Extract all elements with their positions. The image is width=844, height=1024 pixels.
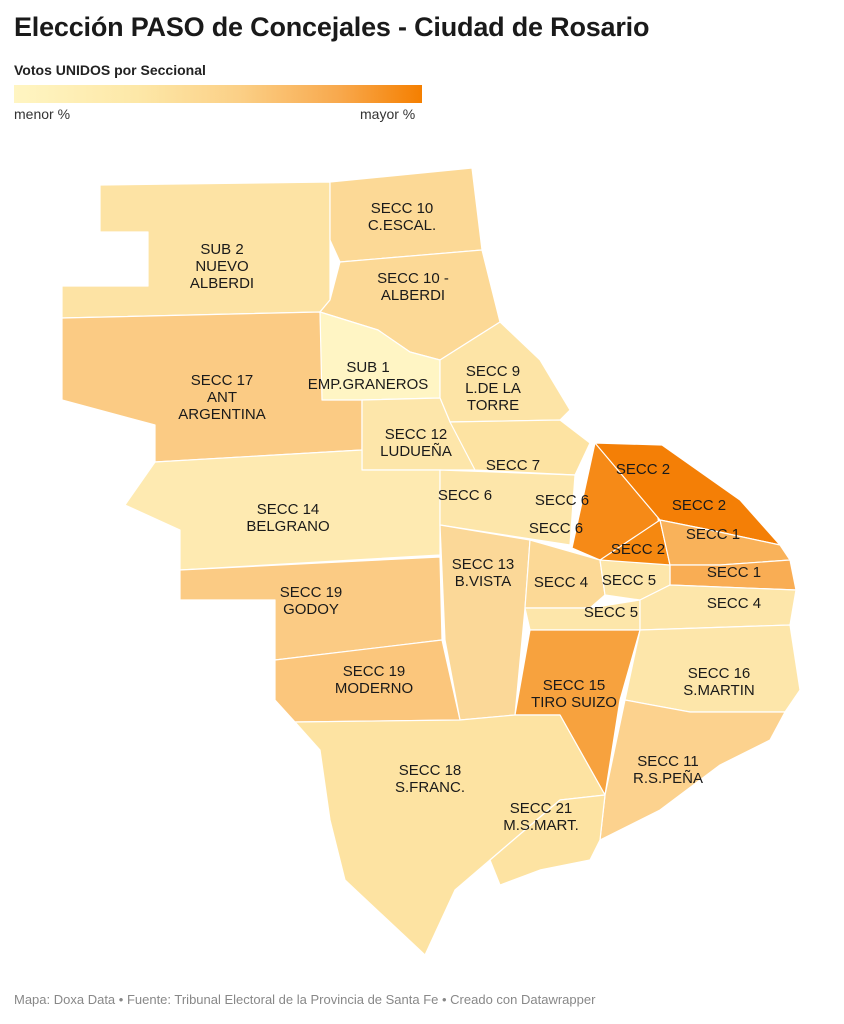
footer-credits: Mapa: Doxa Data • Fuente: Tribunal Elect… — [14, 992, 596, 1007]
page-title: Elección PASO de Concejales - Ciudad de … — [14, 12, 650, 42]
rosario-map: SUB 2 NUEVO ALBERDI SECC 10 C.ESCAL. SECC 1… — [61, 167, 801, 956]
label-secc5-a: SECC 5 — [602, 572, 656, 589]
label-secc5-b: SECC 5 — [584, 604, 638, 621]
legend-color-scale — [14, 85, 422, 103]
label-secc18: SECC 18 S.FRANC. — [395, 762, 465, 796]
label-secc7: SECC 7 — [486, 457, 540, 474]
region-secc14[interactable] — [124, 449, 441, 571]
region-secc21[interactable] — [489, 794, 606, 886]
label-secc6-c: SECC 6 — [529, 520, 583, 537]
label-secc1-b: SECC 1 — [707, 564, 761, 581]
label-sub2: SUB 2 NUEVO ALBERDI — [190, 241, 254, 292]
label-secc15: SECC 15 TIRO SUIZO — [531, 677, 617, 711]
region-secc6-west[interactable] — [439, 469, 576, 546]
label-secc4-a: SECC 4 — [534, 574, 588, 591]
label-secc13: SECC 13 B.VISTA — [452, 556, 515, 590]
label-secc6-b: SECC 6 — [535, 492, 589, 509]
label-secc19-godoy: SECC 19 GODOY — [280, 584, 343, 618]
label-sub1: SUB 1 EMP.GRANEROS — [308, 359, 429, 393]
label-secc10-alberdi: SECC 10 -ALBERDI — [377, 270, 449, 304]
label-secc2-c: SECC 2 — [611, 541, 665, 558]
label-secc1-a: SECC 1 — [686, 526, 740, 543]
region-secc4-west[interactable] — [524, 539, 606, 609]
label-secc19-moderno: SECC 19 MODERNO — [335, 663, 413, 697]
label-secc12: SECC 12 LUDUEÑA — [380, 426, 452, 460]
region-labels: SUB 2 NUEVO ALBERDI SECC 10 C.ESCAL. SECC 1… — [178, 200, 761, 834]
label-secc6-a: SECC 6 — [438, 487, 492, 504]
region-secc4-east[interactable] — [639, 584, 797, 631]
label-secc21: SECC 21 M.S.MART. — [503, 800, 579, 834]
label-secc2-b: SECC 2 — [672, 497, 726, 514]
label-secc16: SECC 16 S.MARTIN — [683, 665, 754, 699]
label-secc14: SECC 14 BELGRANO — [246, 501, 329, 535]
legend-max-label: mayor % — [360, 106, 416, 122]
label-secc17: SECC 17 ANT ARGENTINA — [178, 372, 266, 423]
label-secc11: SECC 11 R.S.PEÑA — [633, 753, 703, 787]
region-secc7[interactable] — [449, 419, 591, 476]
region-sub2[interactable] — [61, 181, 331, 319]
label-secc2-a: SECC 2 — [616, 461, 670, 478]
label-secc9: SECC 9 L.DE LA TORRE — [465, 363, 521, 414]
label-secc10-cescal: SECC 10 C.ESCAL. — [368, 200, 436, 234]
legend-min-label: menor % — [14, 106, 71, 122]
legend-title: Votos UNIDOS por Seccional — [14, 62, 206, 78]
map-regions — [61, 167, 801, 956]
label-secc4-b: SECC 4 — [707, 595, 761, 612]
